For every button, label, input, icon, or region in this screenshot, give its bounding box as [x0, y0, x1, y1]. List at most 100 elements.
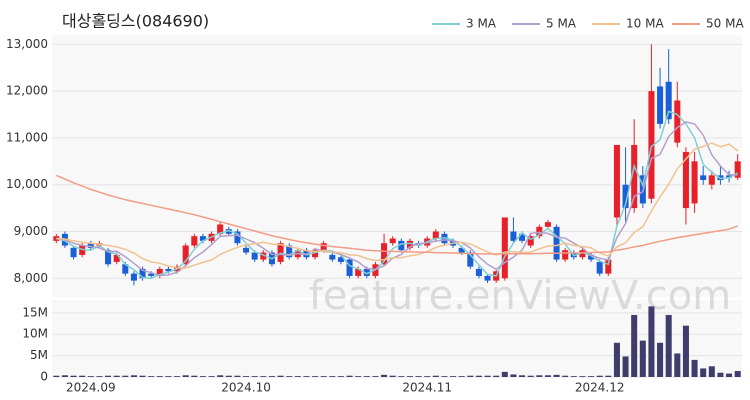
candle-body	[458, 247, 465, 253]
candle-body	[381, 243, 388, 265]
candle-body	[217, 224, 224, 234]
candle-body	[139, 268, 146, 279]
volume-bar	[493, 375, 500, 377]
volume-bar	[87, 376, 94, 377]
volume-bar	[70, 375, 77, 377]
candle-body	[648, 91, 655, 199]
candle-body	[579, 250, 586, 258]
volume-bar	[726, 373, 733, 377]
volume-bar	[544, 375, 551, 377]
candle-body	[260, 252, 267, 260]
candle-body	[105, 250, 112, 265]
volume-bar	[260, 376, 267, 377]
volume-bar	[458, 376, 465, 377]
volume-bar	[389, 375, 396, 377]
volume-bar	[105, 375, 112, 377]
x-tick-label: 2024.10	[221, 381, 271, 395]
volume-bar	[346, 375, 353, 377]
volume-bar	[398, 376, 405, 377]
y-tick-label: 13,000	[6, 37, 48, 51]
candle-body	[657, 86, 664, 124]
volume-bar	[682, 325, 689, 377]
volume-bar	[406, 376, 413, 377]
y-tick-label: 9,000	[14, 224, 48, 238]
candle-body	[726, 175, 733, 178]
volume-bar	[631, 314, 638, 377]
volume-bar	[96, 376, 103, 377]
volume-bar	[579, 376, 586, 377]
volume-bar	[484, 375, 491, 377]
candle-body	[631, 144, 638, 209]
candle-body	[346, 259, 353, 276]
candle-body	[337, 257, 344, 262]
candle-body	[588, 254, 595, 260]
candle-body	[355, 268, 362, 276]
volume-bar	[286, 376, 293, 377]
candle-body	[398, 240, 405, 251]
candle-body	[734, 161, 741, 178]
volume-bar	[717, 372, 724, 377]
y-tick-label: 8,000	[14, 271, 48, 285]
volume-bar	[613, 342, 620, 377]
candle-body	[70, 247, 77, 258]
legend-label: 3 MA	[466, 17, 497, 31]
volume-bar	[191, 375, 198, 377]
volume-bar	[320, 376, 327, 377]
volume-bar	[622, 356, 629, 377]
volume-bar	[329, 376, 336, 377]
candle-body	[674, 100, 681, 143]
volume-bar	[432, 375, 439, 377]
candle-body	[286, 245, 293, 258]
candle-body	[329, 254, 336, 260]
x-tick-label: 2024.12	[575, 381, 625, 395]
candle-body	[691, 161, 698, 204]
candle-body	[708, 175, 715, 185]
volume-bar	[553, 374, 560, 377]
volume-bar	[415, 376, 422, 377]
candle-body	[432, 231, 439, 239]
candle-body	[510, 231, 517, 241]
candle-body	[605, 259, 612, 274]
volume-bar	[700, 368, 707, 377]
candle-body	[536, 226, 543, 237]
volume-bar	[294, 376, 301, 377]
candle-body	[389, 238, 396, 244]
chart-title: 대상홀딩스(084690)	[62, 12, 209, 31]
volume-bar	[277, 375, 284, 377]
volume-bar	[61, 375, 68, 377]
y-tick-label: 12,000	[6, 84, 48, 98]
y-tick-label: 5M	[30, 348, 48, 362]
volume-bar	[355, 376, 362, 377]
volume-bar	[174, 376, 181, 377]
volume-bar	[648, 306, 655, 377]
candle-body	[234, 231, 241, 244]
volume-bar	[234, 375, 241, 377]
candle-body	[320, 243, 327, 251]
legend-label: 50 MA	[706, 17, 744, 31]
candle-body	[596, 261, 603, 274]
candle-body	[191, 236, 198, 246]
ma-line	[56, 142, 739, 269]
volume-bar	[372, 376, 379, 377]
volume-bar	[165, 376, 172, 377]
legend-label: 5 MA	[546, 17, 577, 31]
candle-body	[665, 81, 672, 120]
y-tick-label: 10,000	[6, 177, 48, 191]
volume-bar	[519, 375, 526, 377]
candle-body	[484, 275, 491, 281]
volume-bar	[657, 342, 664, 377]
volume-bar	[665, 314, 672, 377]
volume-bar	[208, 376, 215, 377]
volume-bar	[225, 375, 232, 377]
volume-bar	[536, 375, 543, 377]
candle-body	[87, 243, 94, 248]
volume-bar	[217, 375, 224, 377]
y-tick-label: 15M	[22, 305, 48, 319]
volume-bar	[363, 376, 370, 377]
price-panel	[52, 35, 742, 297]
volume-bar	[381, 374, 388, 377]
x-tick-label: 2024.11	[402, 381, 452, 395]
volume-bar	[113, 375, 120, 377]
candle-body	[363, 268, 370, 276]
